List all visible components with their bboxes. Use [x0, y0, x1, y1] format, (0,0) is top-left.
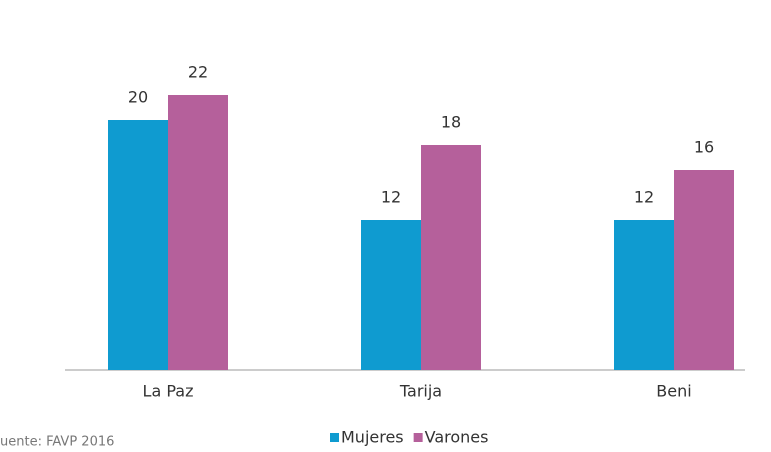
legend-label: Varones: [425, 428, 489, 447]
x-tick-label: Tarija: [399, 382, 442, 401]
bar: [614, 220, 674, 370]
source-note: uente: FAVP 2016: [0, 435, 114, 450]
data-label: 22: [188, 63, 208, 82]
bar: [421, 145, 481, 370]
bar: [361, 220, 421, 370]
x-tick-label: La Paz: [143, 382, 194, 401]
data-label: 12: [634, 188, 654, 207]
data-label: 16: [694, 138, 714, 157]
bar: [674, 170, 734, 370]
bar: [168, 95, 228, 370]
bar: [108, 120, 168, 370]
data-label: 18: [441, 113, 461, 132]
legend-swatch: [413, 433, 423, 442]
legend-swatch: [330, 433, 339, 442]
data-label: 20: [128, 88, 148, 107]
x-tick-label: Beni: [656, 382, 691, 401]
legend-label: Mujeres: [341, 428, 404, 447]
data-label: 12: [381, 188, 401, 207]
